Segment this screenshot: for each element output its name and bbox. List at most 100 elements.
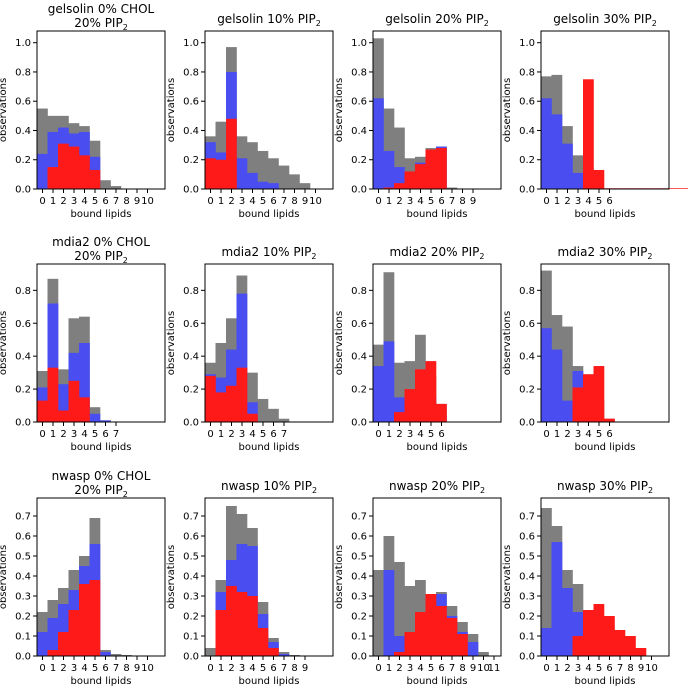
y-tick-label: 0.7 [183, 512, 199, 523]
y-tick-label: 0.0 [351, 418, 367, 429]
y-tick-label: 0.2 [183, 155, 199, 166]
x-tick-label: 5 [260, 196, 266, 207]
red-bar-7 [615, 630, 626, 656]
blue-bar-1 [552, 350, 563, 422]
chart-title-subscript: 2 [484, 19, 489, 28]
x-tick-label: 4 [81, 663, 87, 674]
x-tick-label: 5 [92, 663, 98, 674]
blue-bar-0 [373, 98, 384, 189]
x-tick-label: 7 [449, 196, 455, 207]
red-bar-4 [79, 397, 90, 422]
y-tick-label: 0.6 [183, 319, 199, 330]
y-tick-label: 1.0 [351, 38, 367, 49]
x-tick-label: 4 [81, 429, 87, 440]
red-bar-5 [90, 170, 101, 189]
y-tick-label: 0.2 [351, 612, 367, 623]
x-tick-label: 11 [488, 663, 501, 674]
x-tick-label: 0 [543, 196, 549, 207]
x-tick-label: 5 [428, 429, 434, 440]
red-bar-8 [457, 634, 468, 656]
y-tick-label: 0.1 [15, 632, 31, 643]
x-tick-label: 4 [585, 429, 591, 440]
x-tick-label: 0 [543, 429, 549, 440]
red-bar-0 [205, 158, 216, 189]
y-tick-label: 0.3 [351, 592, 367, 603]
y-tick-label: 0.4 [519, 572, 535, 583]
x-tick-label: 3 [71, 429, 77, 440]
chart-title: mdia2 20% PIP2 [389, 245, 484, 261]
red-bar-0 [37, 401, 48, 422]
x-tick-label: 10 [141, 663, 154, 674]
chart-title-text: mdia2 0% CHOL [52, 235, 150, 249]
red-bar-5 [258, 628, 269, 656]
red-bar-6 [436, 606, 447, 656]
x-tick-label: 6 [606, 196, 612, 207]
x-tick-label: 5 [260, 429, 266, 440]
chart-title: mdia2 10% PIP2 [221, 245, 316, 261]
x-axis-label: bound lipids [407, 209, 468, 220]
chart-title-text: nwasp 20% PIP [389, 479, 480, 493]
x-tick-label: 0 [207, 196, 213, 207]
y-tick-label: 0.6 [15, 532, 31, 543]
y-axis-label: observations [0, 78, 9, 142]
x-tick-label: 7 [113, 196, 119, 207]
chart-title: mdia2 30% PIP2 [557, 245, 652, 261]
red-bar-6 [268, 648, 279, 656]
blue-bar-1 [552, 542, 563, 656]
y-tick-label: 0.0 [183, 185, 199, 196]
x-tick-label: 10 [141, 196, 154, 207]
red-bar-2 [226, 586, 237, 656]
y-tick-label: 0.4 [15, 126, 31, 137]
y-tick-label: 0.8 [15, 286, 31, 297]
y-tick-label: 0.5 [351, 552, 367, 563]
red-bar-2 [394, 412, 405, 422]
red-bar-5 [594, 604, 605, 656]
x-tick-label: 4 [417, 196, 423, 207]
blue-bar-4 [247, 173, 258, 189]
red-bar-4 [583, 610, 594, 656]
gray-bar-5 [258, 399, 269, 422]
x-tick-label: 2 [60, 663, 66, 674]
blue-bar-0 [541, 98, 552, 189]
x-tick-label: 7 [113, 429, 119, 440]
chart-title-text: nwasp 30% PIP [557, 479, 648, 493]
gray-bar-8 [289, 174, 300, 189]
y-tick-label: 0.2 [351, 155, 367, 166]
red-bar-4 [583, 79, 594, 189]
x-tick-label: 7 [281, 196, 287, 207]
x-tick-label: 6 [270, 429, 276, 440]
y-tick-label: 0.4 [519, 352, 535, 363]
x-tick-label: 2 [60, 196, 66, 207]
blue-bar-0 [541, 628, 552, 656]
x-tick-label: 1 [218, 663, 224, 674]
y-tick-label: 1.0 [15, 38, 31, 49]
x-tick-label: 2 [228, 196, 234, 207]
x-tick-label: 7 [281, 663, 287, 674]
chart-title-text: gelsolin 30% PIP [553, 12, 652, 26]
blue-bar-6 [268, 183, 279, 189]
x-tick-label: 1 [554, 429, 560, 440]
red-bar-8 [625, 636, 636, 656]
chart-title: gelsolin 0% CHOL [48, 2, 155, 16]
x-tick-label: 5 [92, 196, 98, 207]
chart-title: 20% PIP2 [74, 249, 128, 265]
y-tick-label: 0.2 [15, 385, 31, 396]
x-tick-label: 8 [291, 663, 297, 674]
y-tick-label: 0.2 [183, 385, 199, 396]
y-axis-label: observations [502, 545, 513, 609]
y-tick-label: 0.8 [519, 67, 535, 78]
y-tick-label: 0.6 [519, 319, 535, 330]
x-tick-label: 4 [81, 196, 87, 207]
x-axis-label: bound lipids [239, 209, 300, 220]
chart-title-text: mdia2 20% PIP [389, 245, 479, 259]
y-axis-label: observations [502, 311, 513, 375]
y-tick-label: 0.0 [15, 185, 31, 196]
y-tick-label: 0.8 [351, 67, 367, 78]
red-bar-1 [48, 650, 59, 656]
y-tick-label: 0.6 [15, 319, 31, 330]
y-axis-label: observations [166, 78, 177, 142]
chart-title-text: nwasp 0% CHOL [52, 469, 151, 483]
